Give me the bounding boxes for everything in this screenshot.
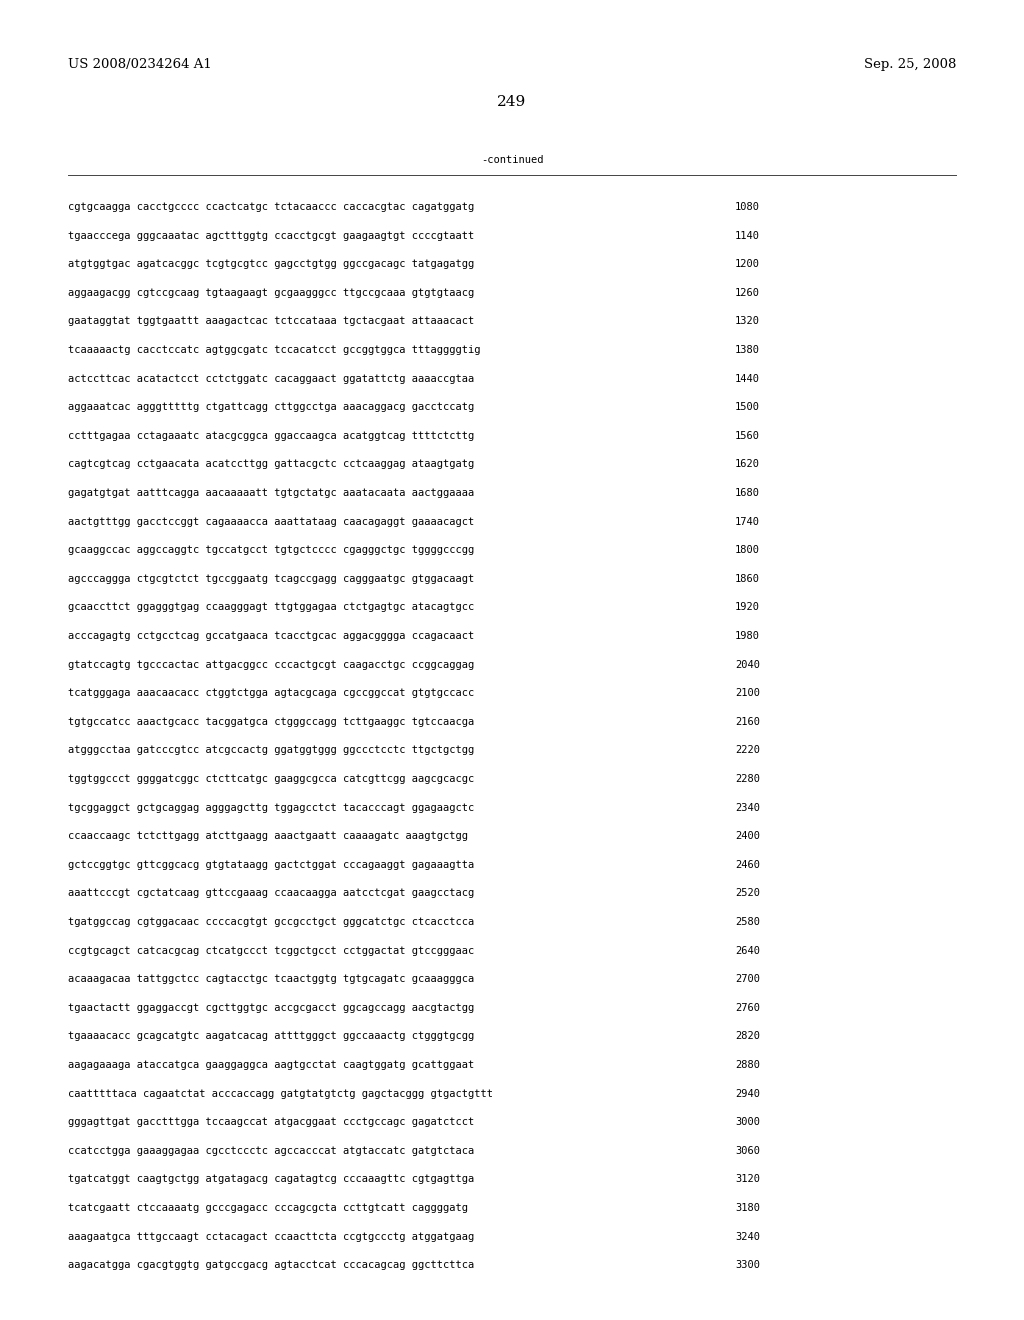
- Text: 1860: 1860: [735, 574, 760, 583]
- Text: aagagaaaga ataccatgca gaaggaggca aagtgcctat caagtggatg gcattggaat: aagagaaaga ataccatgca gaaggaggca aagtgcc…: [68, 1060, 474, 1071]
- Text: 2640: 2640: [735, 945, 760, 956]
- Text: 1980: 1980: [735, 631, 760, 642]
- Text: tgaaaacacc gcagcatgtc aagatcacag attttgggct ggccaaactg ctgggtgcgg: tgaaaacacc gcagcatgtc aagatcacag attttgg…: [68, 1031, 474, 1041]
- Text: 1680: 1680: [735, 488, 760, 498]
- Text: Sep. 25, 2008: Sep. 25, 2008: [863, 58, 956, 71]
- Text: tgcggaggct gctgcaggag agggagcttg tggagcctct tacacccagt ggagaagctc: tgcggaggct gctgcaggag agggagcttg tggagcc…: [68, 803, 474, 813]
- Text: cctttgagaa cctagaaatc atacgcggca ggaccaagca acatggtcag ttttctcttg: cctttgagaa cctagaaatc atacgcggca ggaccaa…: [68, 430, 474, 441]
- Text: 2340: 2340: [735, 803, 760, 813]
- Text: gctccggtgc gttcggcacg gtgtataagg gactctggat cccagaaggt gagaaagtta: gctccggtgc gttcggcacg gtgtataagg gactctg…: [68, 859, 474, 870]
- Text: aggaaatcac agggtttttg ctgattcagg cttggcctga aaacaggacg gacctccatg: aggaaatcac agggtttttg ctgattcagg cttggcc…: [68, 403, 474, 412]
- Text: tgtgccatcc aaactgcacc tacggatgca ctgggccagg tcttgaaggc tgtccaacga: tgtgccatcc aaactgcacc tacggatgca ctgggcc…: [68, 717, 474, 727]
- Text: 1260: 1260: [735, 288, 760, 298]
- Text: atgtggtgac agatcacggc tcgtgcgtcc gagcctgtgg ggccgacagc tatgagatgg: atgtggtgac agatcacggc tcgtgcgtcc gagcctg…: [68, 259, 474, 269]
- Text: 3060: 3060: [735, 1146, 760, 1156]
- Text: 1140: 1140: [735, 231, 760, 240]
- Text: gaataggtat tggtgaattt aaagactcac tctccataaa tgctacgaat attaaacact: gaataggtat tggtgaattt aaagactcac tctccat…: [68, 317, 474, 326]
- Text: 2100: 2100: [735, 688, 760, 698]
- Text: 2520: 2520: [735, 888, 760, 899]
- Text: 2880: 2880: [735, 1060, 760, 1071]
- Text: ccatcctgga gaaaggagaa cgcctccctc agccacccat atgtaccatc gatgtctaca: ccatcctgga gaaaggagaa cgcctccctc agccacc…: [68, 1146, 474, 1156]
- Text: tgatggccag cgtggacaac ccccacgtgt gccgcctgct gggcatctgc ctcacctcca: tgatggccag cgtggacaac ccccacgtgt gccgcct…: [68, 917, 474, 927]
- Text: ccgtgcagct catcacgcag ctcatgccct tcggctgcct cctggactat gtccgggaac: ccgtgcagct catcacgcag ctcatgccct tcggctg…: [68, 945, 474, 956]
- Text: 3000: 3000: [735, 1117, 760, 1127]
- Text: 1800: 1800: [735, 545, 760, 556]
- Text: 1380: 1380: [735, 345, 760, 355]
- Text: 3240: 3240: [735, 1232, 760, 1242]
- Text: 2040: 2040: [735, 660, 760, 669]
- Text: tgaactactt ggaggaccgt cgcttggtgc accgcgacct ggcagccagg aacgtactgg: tgaactactt ggaggaccgt cgcttggtgc accgcga…: [68, 1003, 474, 1012]
- Text: tcatcgaatt ctccaaaatg gcccgagacc cccagcgcta ccttgtcatt caggggatg: tcatcgaatt ctccaaaatg gcccgagacc cccagcg…: [68, 1203, 468, 1213]
- Text: 249: 249: [498, 95, 526, 110]
- Text: cgtgcaagga cacctgcccc ccactcatgc tctacaaccc caccacgtac cagatggatg: cgtgcaagga cacctgcccc ccactcatgc tctacaa…: [68, 202, 474, 213]
- Text: aaattcccgt cgctatcaag gttccgaaag ccaacaagga aatcctcgat gaagcctacg: aaattcccgt cgctatcaag gttccgaaag ccaacaa…: [68, 888, 474, 899]
- Text: US 2008/0234264 A1: US 2008/0234264 A1: [68, 58, 212, 71]
- Text: 2820: 2820: [735, 1031, 760, 1041]
- Text: 1200: 1200: [735, 259, 760, 269]
- Text: 3300: 3300: [735, 1261, 760, 1270]
- Text: caatttttaca cagaatctat acccaccagg gatgtatgtctg gagctacggg gtgactgttt: caatttttaca cagaatctat acccaccagg gatgta…: [68, 1089, 493, 1098]
- Text: 1920: 1920: [735, 602, 760, 612]
- Text: 1560: 1560: [735, 430, 760, 441]
- Text: gagatgtgat aatttcagga aacaaaaatt tgtgctatgc aaatacaata aactggaaaa: gagatgtgat aatttcagga aacaaaaatt tgtgcta…: [68, 488, 474, 498]
- Text: 1500: 1500: [735, 403, 760, 412]
- Text: tggtggccct ggggatcggc ctcttcatgc gaaggcgcca catcgttcgg aagcgcacgc: tggtggccct ggggatcggc ctcttcatgc gaaggcg…: [68, 774, 474, 784]
- Text: -continued: -continued: [480, 154, 544, 165]
- Text: 2700: 2700: [735, 974, 760, 985]
- Text: tgatcatggt caagtgctgg atgatagacg cagatagtcg cccaaagttc cgtgagttga: tgatcatggt caagtgctgg atgatagacg cagatag…: [68, 1175, 474, 1184]
- Text: acccagagtg cctgcctcag gccatgaaca tcacctgcac aggacgggga ccagacaact: acccagagtg cctgcctcag gccatgaaca tcacctg…: [68, 631, 474, 642]
- Text: acaaagacaa tattggctcc cagtacctgc tcaactggtg tgtgcagatc gcaaagggca: acaaagacaa tattggctcc cagtacctgc tcaactg…: [68, 974, 474, 985]
- Text: cagtcgtcag cctgaacata acatccttgg gattacgctc cctcaaggag ataagtgatg: cagtcgtcag cctgaacata acatccttgg gattacg…: [68, 459, 474, 470]
- Text: 1620: 1620: [735, 459, 760, 470]
- Text: gcaaggccac aggccaggtc tgccatgcct tgtgctcccc cgagggctgc tggggcccgg: gcaaggccac aggccaggtc tgccatgcct tgtgctc…: [68, 545, 474, 556]
- Text: 1740: 1740: [735, 516, 760, 527]
- Text: actccttcac acatactcct cctctggatc cacaggaact ggatattctg aaaaccgtaa: actccttcac acatactcct cctctggatc cacagga…: [68, 374, 474, 384]
- Text: 1440: 1440: [735, 374, 760, 384]
- Text: 2460: 2460: [735, 859, 760, 870]
- Text: 2580: 2580: [735, 917, 760, 927]
- Text: aaagaatgca tttgccaagt cctacagact ccaacttcta ccgtgccctg atggatgaag: aaagaatgca tttgccaagt cctacagact ccaactt…: [68, 1232, 474, 1242]
- Text: 3180: 3180: [735, 1203, 760, 1213]
- Text: 2220: 2220: [735, 746, 760, 755]
- Text: ccaaccaagc tctcttgagg atcttgaagg aaactgaatt caaaagatc aaagtgctgg: ccaaccaagc tctcttgagg atcttgaagg aaactga…: [68, 832, 468, 841]
- Text: 1080: 1080: [735, 202, 760, 213]
- Text: tcaaaaactg cacctccatc agtggcgatc tccacatcct gccggtggca tttaggggtig: tcaaaaactg cacctccatc agtggcgatc tccacat…: [68, 345, 480, 355]
- Text: 1320: 1320: [735, 317, 760, 326]
- Text: atgggcctaa gatcccgtcc atcgccactg ggatggtggg ggccctcctc ttgctgctgg: atgggcctaa gatcccgtcc atcgccactg ggatggt…: [68, 746, 474, 755]
- Text: 2160: 2160: [735, 717, 760, 727]
- Text: gcaaccttct ggagggtgag ccaagggagt ttgtggagaa ctctgagtgc atacagtgcc: gcaaccttct ggagggtgag ccaagggagt ttgtgga…: [68, 602, 474, 612]
- Text: gtatccagtg tgcccactac attgacggcc cccactgcgt caagacctgc ccggcaggag: gtatccagtg tgcccactac attgacggcc cccactg…: [68, 660, 474, 669]
- Text: agcccaggga ctgcgtctct tgccggaatg tcagccgagg cagggaatgc gtggacaagt: agcccaggga ctgcgtctct tgccggaatg tcagccg…: [68, 574, 474, 583]
- Text: tgaacccega gggcaaatac agctttggtg ccacctgcgt gaagaagtgt ccccgtaatt: tgaacccega gggcaaatac agctttggtg ccacctg…: [68, 231, 474, 240]
- Text: aactgtttgg gacctccggt cagaaaacca aaattataag caacagaggt gaaaacagct: aactgtttgg gacctccggt cagaaaacca aaattat…: [68, 516, 474, 527]
- Text: tcatgggaga aaacaacacc ctggtctgga agtacgcaga cgccggccat gtgtgccacc: tcatgggaga aaacaacacc ctggtctgga agtacgc…: [68, 688, 474, 698]
- Text: 3120: 3120: [735, 1175, 760, 1184]
- Text: 2400: 2400: [735, 832, 760, 841]
- Text: gggagttgat gacctttgga tccaagccat atgacggaat ccctgccagc gagatctcct: gggagttgat gacctttgga tccaagccat atgacgg…: [68, 1117, 474, 1127]
- Text: 2760: 2760: [735, 1003, 760, 1012]
- Text: 2940: 2940: [735, 1089, 760, 1098]
- Text: 2280: 2280: [735, 774, 760, 784]
- Text: aagacatgga cgacgtggtg gatgccgacg agtacctcat cccacagcag ggcttcttca: aagacatgga cgacgtggtg gatgccgacg agtacct…: [68, 1261, 474, 1270]
- Text: aggaagacgg cgtccgcaag tgtaagaagt gcgaagggcc ttgccgcaaa gtgtgtaacg: aggaagacgg cgtccgcaag tgtaagaagt gcgaagg…: [68, 288, 474, 298]
